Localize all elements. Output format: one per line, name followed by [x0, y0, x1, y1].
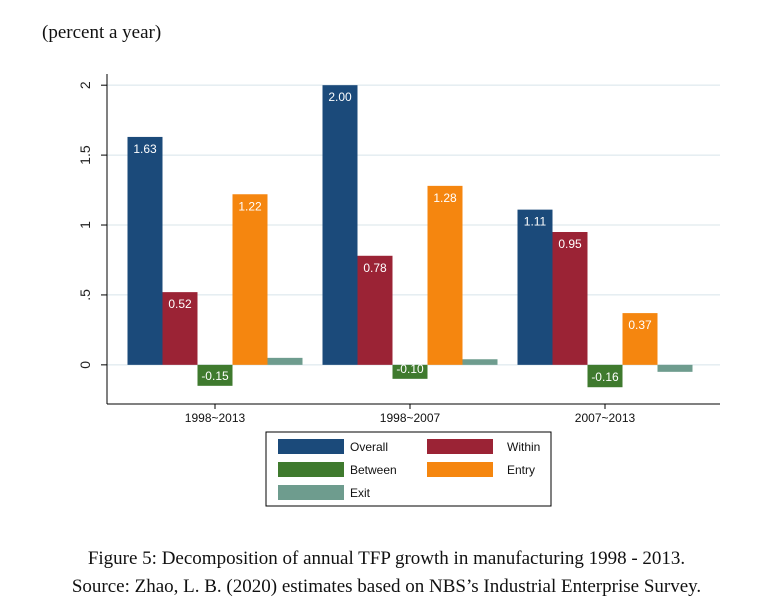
unit-label: (percent a year) [42, 22, 162, 43]
data-label: 1.28 [433, 191, 457, 205]
bar-overall-1 [127, 136, 163, 365]
bar-exit-1 [267, 357, 303, 365]
figure-caption: Figure 5: Decomposition of annual TFP gr… [87, 548, 686, 569]
data-label: 0.95 [558, 237, 582, 251]
legend-label-within: Within [507, 440, 540, 454]
data-label: 0.37 [628, 318, 652, 332]
legend-swatch-within [427, 439, 493, 454]
bar-within-2 [357, 255, 393, 365]
bar-layer [127, 85, 693, 388]
bar-overall-3 [517, 209, 553, 365]
data-label: 1.22 [238, 199, 262, 213]
data-label: -0.16 [591, 370, 619, 384]
data-label: -0.15 [201, 369, 229, 383]
bar-exit-2 [462, 359, 498, 365]
source-note: Source: Zhao, L. B. (2020) estimates bas… [71, 576, 702, 597]
data-label: 2.00 [328, 90, 352, 104]
bar-between-1 [197, 364, 233, 386]
legend-swatch-exit [278, 485, 344, 500]
bar-entry-3 [622, 313, 658, 365]
data-label: 1.63 [133, 142, 157, 156]
x-tick-label: 1998~2013 [185, 411, 246, 425]
bar-entry-1 [232, 194, 268, 365]
legend-label-entry: Entry [507, 463, 535, 477]
x-tick-label: 2007~2013 [575, 411, 636, 425]
x-tick-label: 1998~2007 [380, 411, 441, 425]
legend: Overall Within Between Entry Exit [265, 431, 552, 507]
bar-between-3 [587, 364, 623, 388]
bar-overall-2 [322, 85, 358, 365]
data-label: -0.10 [396, 362, 424, 376]
data-label-layer: 1.63 0.52 -0.15 1.22 2.00 0.78 -0.10 1.28 1.11 0.… [133, 90, 652, 384]
y-tick-label: 2 [77, 81, 93, 89]
legend-swatch-entry [427, 462, 493, 477]
legend-label-exit: Exit [350, 486, 371, 500]
bar-within-3 [552, 232, 588, 365]
y-tick-label: 0 [77, 361, 93, 369]
bar-within-1 [162, 292, 198, 365]
data-label: 1.11 [524, 215, 547, 229]
y-tick-label: .5 [77, 289, 93, 301]
legend-swatch-between [278, 462, 344, 477]
legend-label-overall: Overall [350, 440, 388, 454]
legend-label-between: Between [350, 463, 397, 477]
axis-layer: 0 .5 1 1.5 2 1998~2013 1998~2007 2007~2013 [77, 74, 720, 425]
bar-between-2 [392, 364, 428, 379]
y-tick-label: 1 [77, 221, 93, 229]
y-tick-label: 1.5 [77, 145, 93, 165]
legend-swatch-overall [278, 439, 344, 454]
bar-exit-3 [657, 364, 693, 372]
bar-chart: 0 .5 1 1.5 2 1998~2013 1998~2007 2007~2013 1.63… [77, 74, 720, 507]
data-label: 0.52 [168, 297, 192, 311]
data-label: 0.78 [363, 261, 387, 275]
bar-entry-2 [427, 185, 463, 365]
